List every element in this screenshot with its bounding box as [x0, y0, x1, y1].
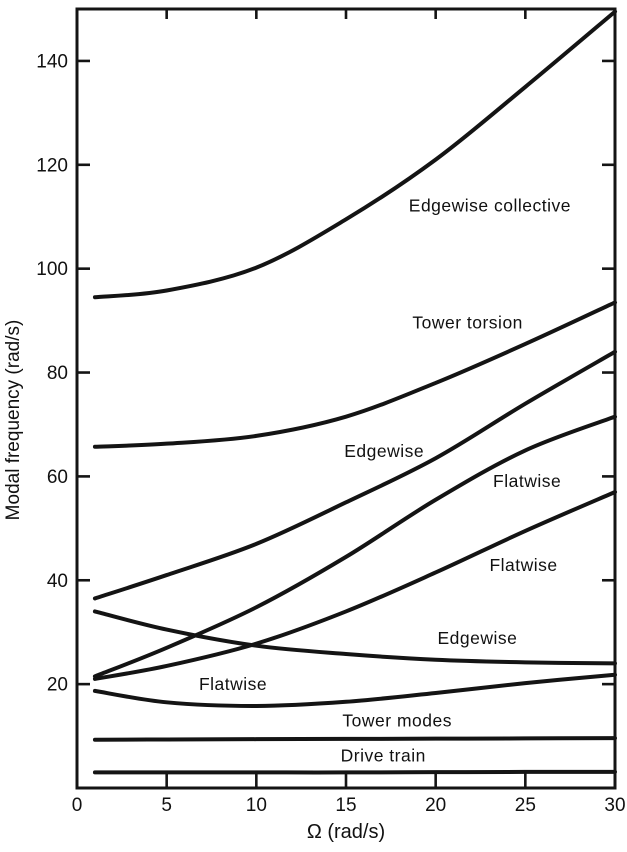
- y-tick-label: 40: [47, 571, 68, 592]
- series-curve-edgewise-progressive: [92, 349, 617, 601]
- series-curve-edgewise-collective: [92, 9, 617, 300]
- x-axis-title: Ω (rad/s): [307, 821, 385, 843]
- curve-label: Drive train: [341, 746, 426, 766]
- y-tick-label: 20: [47, 675, 68, 696]
- curve-label: Flatwise: [489, 555, 557, 575]
- y-tick-label: 60: [47, 467, 68, 488]
- x-tick-label: 0: [72, 795, 83, 816]
- x-tick-label: 5: [161, 795, 172, 816]
- series-curve-edgewise-regressive: [92, 609, 617, 666]
- y-tick-label: 80: [47, 363, 68, 384]
- series-curve-tower-modes: [92, 736, 617, 742]
- y-tick-label: 100: [36, 259, 68, 280]
- curve-label: Edgewise: [344, 441, 424, 461]
- x-tick-label: 15: [335, 795, 356, 816]
- curve-label: Flatwise: [493, 471, 561, 491]
- curve-label: Flatwise: [199, 674, 267, 694]
- x-tick-label: 10: [246, 795, 267, 816]
- series-curve-flatwise-regressive: [92, 672, 617, 708]
- curve-label: Tower torsion: [412, 312, 523, 332]
- series-curve-tower-torsion: [92, 300, 617, 449]
- series-curve-flatwise-progressive-upper: [92, 414, 617, 679]
- series-curve-flatwise-progressive-lower: [92, 489, 617, 681]
- curve-label: Edgewise: [437, 628, 517, 648]
- curve-label: Edgewise collective: [409, 196, 571, 216]
- x-tick-label: 30: [604, 795, 625, 816]
- y-tick-label: 120: [36, 155, 68, 176]
- series-curve-drive-train: [92, 769, 617, 775]
- y-tick-label: 140: [36, 51, 68, 72]
- x-tick-label: 25: [515, 795, 536, 816]
- y-axis-title: Modal frequency (rad/s): [3, 320, 24, 521]
- x-tick-label: 20: [425, 795, 446, 816]
- curve-label: Tower modes: [342, 711, 452, 731]
